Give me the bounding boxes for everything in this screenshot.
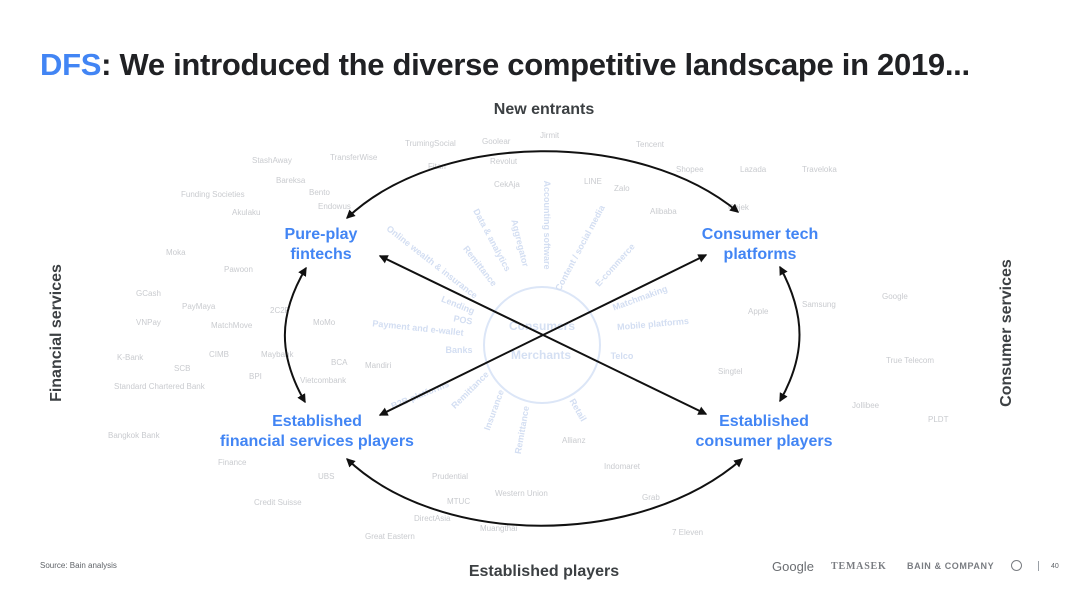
background-logo: TransferWise: [330, 153, 378, 162]
background-logo: CekAja: [494, 180, 520, 189]
background-logo: Funding Societies: [181, 190, 245, 199]
background-logo: Muangthai: [480, 524, 518, 533]
background-logo: TrumingSocial: [405, 139, 456, 148]
background-logo: MoMo: [313, 318, 336, 327]
bain-compass-icon: [1011, 560, 1022, 571]
node-pure-play-fintechs: Pure-play fintechs: [285, 225, 358, 265]
arrow-bottom: [346, 458, 744, 527]
background-logo: Apple: [748, 307, 769, 316]
bain-logo: BAIN & COMPANY: [907, 561, 995, 571]
source-note: Source: Bain analysis: [40, 561, 117, 570]
background-logo: Zalo: [614, 184, 630, 193]
background-logo: Mandiri: [365, 361, 392, 370]
background-logo: PayMaya: [182, 302, 216, 311]
background-logo: Great Eastern: [365, 532, 415, 541]
background-logo: Allianz: [562, 436, 586, 445]
background-logo: Jirmit: [540, 131, 560, 140]
background-logo: Standard Chartered Bank: [114, 382, 205, 391]
background-logo: Credit Suisse: [254, 498, 302, 507]
background-logo: LINE: [584, 177, 602, 186]
background-logo: Pawoon: [224, 265, 253, 274]
background-logo: Traveloka: [802, 165, 837, 174]
title-accent: DFS: [40, 47, 102, 82]
node-line: Established: [719, 413, 809, 430]
page-number: 40: [1051, 563, 1059, 570]
background-logo: Vietcombank: [300, 376, 347, 385]
background-logo: 2C2P: [270, 306, 291, 315]
arrow-diagonal-up: [378, 254, 708, 416]
background-logo: StashAway: [252, 156, 292, 165]
node-established-consumer-players: Established consumer players: [696, 412, 833, 452]
node-line: financial services players: [220, 433, 414, 450]
background-logo: Shopee: [676, 165, 704, 174]
background-logo: Endowus: [318, 202, 351, 211]
node-consumer-tech-platforms: Consumer tech platforms: [702, 225, 818, 265]
background-logo: Western Union: [495, 489, 548, 498]
arrow-top: [346, 150, 740, 219]
background-logo: Singtel: [718, 367, 743, 376]
background-logo: MatchMove: [211, 321, 253, 330]
background-logo: Finance: [218, 458, 247, 467]
background-logo: Moka: [166, 248, 186, 257]
background-logo: 7 Eleven: [672, 528, 704, 537]
node-line: Pure-play: [284, 226, 358, 243]
background-logo: Maybank: [261, 350, 294, 359]
title-text: : We introduced the diverse competitive …: [101, 47, 970, 82]
background-logo: CIMB: [209, 350, 229, 359]
node-line: Established: [272, 413, 362, 430]
background-logo: BPI: [249, 372, 262, 381]
background-logo: PLDT: [928, 415, 949, 424]
background-logo: K-Bank: [117, 353, 144, 362]
background-logo: Tencent: [636, 140, 665, 149]
slide-title: DFS: We introduced the diverse competiti…: [40, 47, 970, 83]
background-logo: BCA: [331, 358, 348, 367]
background-logo: DirectAsia: [414, 514, 451, 523]
background-logo: GCash: [136, 289, 161, 298]
node-line: Consumer tech: [701, 226, 819, 243]
background-logo: Jollibee: [852, 401, 880, 410]
footer-divider: [1038, 561, 1039, 571]
background-logo: True Telecom: [886, 356, 935, 365]
background-logo: UBS: [318, 472, 335, 481]
background-logo: VNPay: [136, 318, 161, 327]
arrow-right: [779, 265, 801, 403]
background-logo: Bareksa: [276, 176, 306, 185]
background-logo: Bento: [309, 188, 330, 197]
background-logo: MTUC: [447, 497, 471, 506]
background-logo: Samsung: [802, 300, 836, 309]
background-logo: Google: [882, 292, 908, 301]
background-logo: Prudential: [432, 472, 469, 481]
google-logo: Google: [772, 559, 814, 574]
node-established-financial-services-players: Established financial services players: [220, 412, 414, 452]
arrow-left: [283, 266, 307, 404]
background-logo: Akulaku: [232, 208, 261, 217]
node-line: fintechs: [290, 246, 352, 263]
background-logo: SCB: [174, 364, 191, 373]
background-logo: Grab: [642, 493, 660, 502]
axis-label-established-players: Established players: [468, 563, 620, 580]
node-line: consumer players: [695, 433, 833, 450]
axis-label-new-entrants: New entrants: [493, 101, 595, 118]
temasek-logo: TEMASEK: [831, 561, 887, 572]
background-logo: Lazada: [740, 165, 767, 174]
node-line: platforms: [723, 246, 797, 263]
background-logo: Goolear: [482, 137, 511, 146]
background-logo: Bangkok Bank: [108, 431, 160, 440]
background-logo: Revolut: [490, 157, 518, 166]
